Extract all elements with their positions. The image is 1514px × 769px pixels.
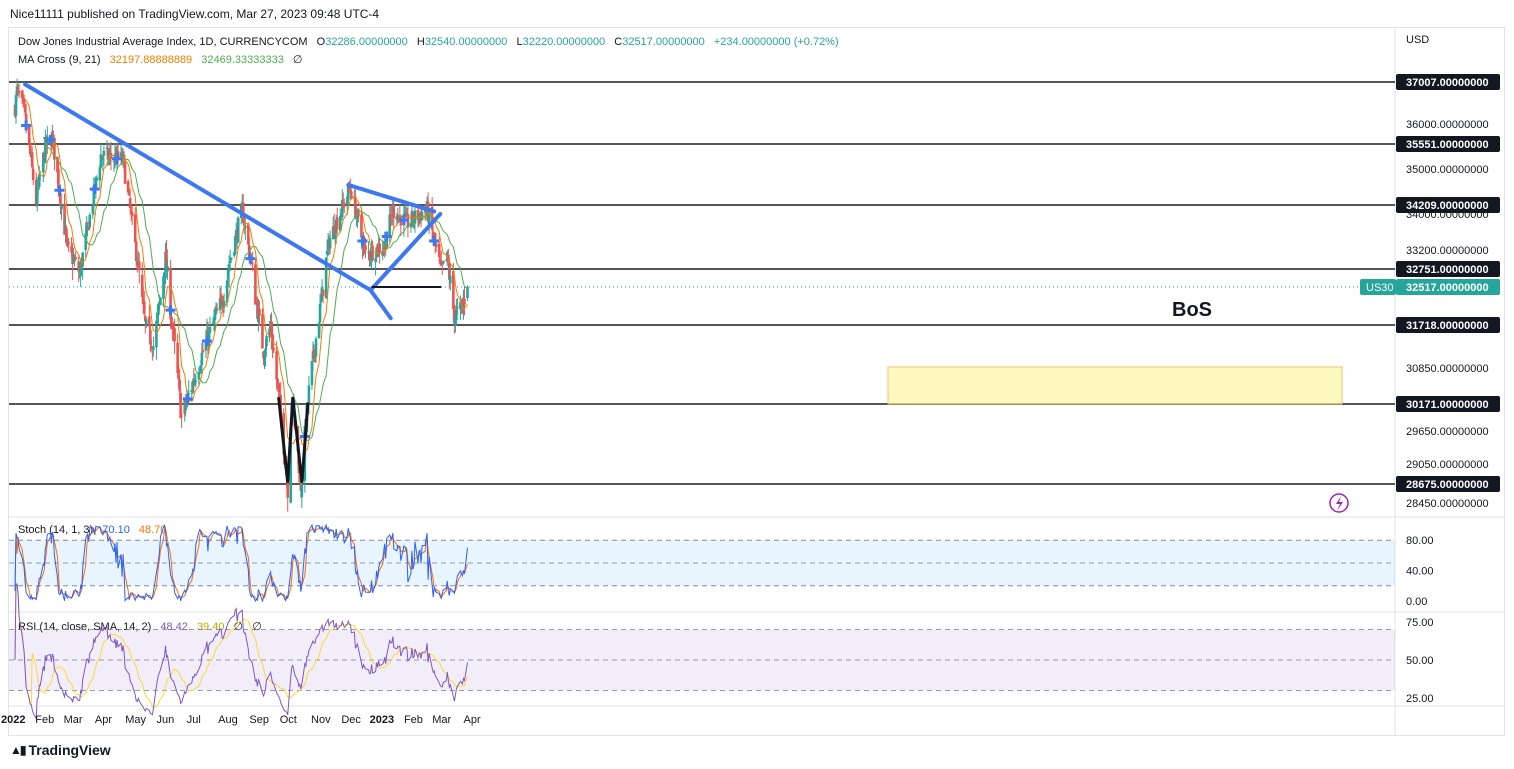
- ma-fast-value: 32197.88888889: [109, 54, 193, 66]
- ma-legend: MA Cross (9, 21) 32197.88888889 32469.33…: [18, 54, 303, 66]
- rsi-legend: RSI (14, close, SMA, 14, 2) 48.42 39.40 …: [18, 621, 262, 633]
- main-legend: Dow Jones Industrial Average Index, 1D, …: [18, 36, 839, 48]
- publisher-line: Nice11111 published on TradingView.com, …: [10, 7, 380, 21]
- stoch-legend: Stoch (14, 1, 3) 70.10 48.70: [18, 524, 167, 536]
- stoch-k-value: 70.10: [102, 524, 130, 536]
- ma-slow-value: 32469.33333333: [201, 54, 284, 66]
- ohlc-open: 32286.00000000: [325, 36, 408, 48]
- rsi-ma-value: 39.40: [196, 621, 225, 633]
- rsi-value: 48.42: [160, 621, 188, 633]
- ohlc-close: 32517.00000000: [622, 36, 705, 48]
- ohlc-high: 32540.00000000: [424, 36, 508, 48]
- chart-frame: [8, 27, 1505, 736]
- stoch-d-value: 48.70: [138, 524, 167, 536]
- currency-label: USD: [1406, 34, 1430, 46]
- tradingview-brand: ▲▮ TradingView: [10, 742, 111, 758]
- tradingview-logo-icon: ▲▮: [10, 743, 27, 757]
- ohlc-low: 32220.00000000: [522, 36, 606, 48]
- ohlc-change: +234.00000000 (+0.72%): [713, 36, 839, 48]
- symbol-label: Dow Jones Industrial Average Index, 1D, …: [18, 36, 308, 48]
